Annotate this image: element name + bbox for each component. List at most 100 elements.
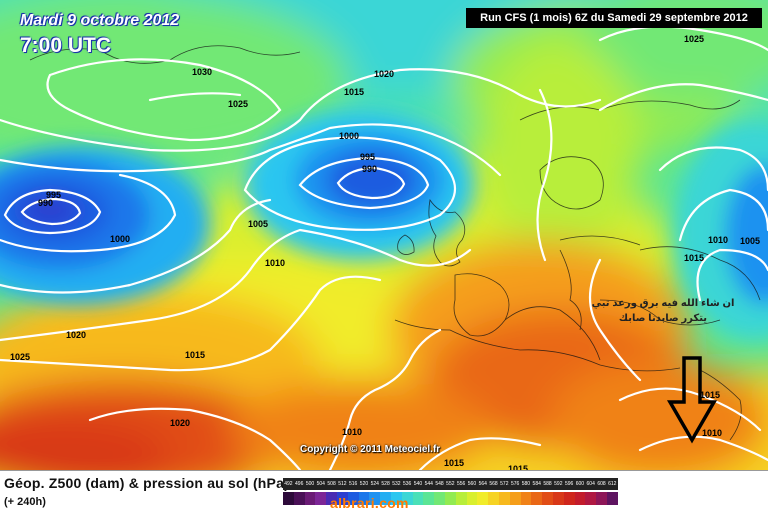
scale-tick-label: 596: [563, 478, 575, 490]
scale-swatch: [412, 492, 424, 505]
scale-tick-label: 536: [401, 478, 413, 490]
scale-swatch: [574, 492, 586, 505]
isobar-label: 1020: [374, 69, 394, 79]
scale-swatch: [531, 492, 543, 505]
scale-tick-label: 580: [520, 478, 532, 490]
scale-swatch: [315, 492, 327, 505]
isobar-label: 1030: [192, 67, 212, 77]
down-arrow-annotation: [666, 356, 718, 444]
scale-tick-label: 568: [488, 478, 499, 490]
scale-swatch: [520, 492, 532, 505]
isobar-label: 995: [360, 152, 375, 162]
scale-swatch: [466, 492, 478, 505]
scale-tick-label: 528: [380, 478, 391, 490]
isobar-label: 1020: [66, 330, 86, 340]
scale-tick-label: 524: [369, 478, 381, 490]
scale-swatch: [509, 492, 521, 505]
scale-swatch: [596, 492, 607, 505]
arabic-annotation: ان شاء الله فيه برق ورعد تبي يتكرر صابدن…: [591, 298, 735, 324]
scale-swatch: [585, 492, 597, 505]
scale-tick-label: 612: [606, 478, 618, 490]
isobar-label: 1015: [508, 464, 528, 470]
scale-tick-label: 576: [509, 478, 521, 490]
watermark: albrari.com: [330, 495, 409, 511]
scale-swatch: [304, 492, 316, 505]
isobar-label: 1010: [342, 427, 362, 437]
scale-tick-label: 500: [304, 478, 316, 490]
scale-tick-label: 608: [596, 478, 607, 490]
weather-map: 1030 1025 1020 1015 1000 995 990 995 990 1000 1005…: [0, 0, 768, 470]
isobar-label: 1015: [344, 87, 364, 97]
isobar-label: 1015: [684, 253, 704, 263]
map-time-title: 7:00 UTC: [20, 34, 112, 57]
isobar-label: 1020: [170, 418, 190, 428]
isobar-label: 1025: [10, 352, 30, 362]
scale-swatch: [423, 492, 435, 505]
isobar-label: 1025: [684, 34, 704, 44]
scale-tick-label: 588: [542, 478, 553, 490]
isobar-label: 1010: [702, 428, 722, 438]
scale-swatch: [293, 492, 305, 505]
scale-tick-label: 540: [412, 478, 424, 490]
scale-swatch: [444, 492, 456, 505]
scale-swatch: [455, 492, 467, 505]
isobar-label: 1005: [740, 236, 760, 246]
scale-swatch: [390, 492, 402, 505]
scale-swatch: [498, 492, 510, 505]
scale-swatch: [358, 492, 370, 505]
scale-swatch: [477, 492, 489, 505]
copyright-notice: Copyright © 2011 Meteociel.fr: [300, 444, 441, 455]
scale-swatch: [606, 492, 618, 505]
scale-tick-label: 604: [585, 478, 597, 490]
scale-tick-label: 532: [390, 478, 402, 490]
isobar-label: 1015: [444, 458, 464, 468]
scale-tick-label: 496: [293, 478, 305, 490]
scale-swatch: [380, 492, 391, 505]
scale-tick-label: 512: [336, 478, 348, 490]
scale-swatch: [326, 492, 337, 505]
scale-tick-label: 516: [347, 478, 359, 490]
scale-tick-label: 492: [283, 478, 294, 490]
scale-tick-label: 584: [531, 478, 543, 490]
map-date-title: Mardi 9 octobre 2012: [20, 12, 180, 29]
isobar-label: 1005: [248, 219, 268, 229]
scale-swatch: [552, 492, 564, 505]
scale-tick-label: 572: [498, 478, 510, 490]
scale-swatch: [283, 492, 294, 505]
isobar-label: 1000: [339, 131, 359, 141]
color-scale-labels: 492 496 500 504 508 512 516 520 524 528 532 536 540 5…: [283, 478, 618, 490]
scale-tick-label: 520: [358, 478, 370, 490]
scale-swatch: [336, 492, 348, 505]
scale-tick-label: 504: [315, 478, 327, 490]
scale-swatch: [347, 492, 359, 505]
bottom-legend-bar: Géop. Z500 (dam) & pression au sol (hPa)…: [0, 470, 768, 513]
isobar-label: 995: [46, 190, 61, 200]
scale-swatch: [488, 492, 499, 505]
isobar-label: 1015: [700, 390, 720, 400]
scale-tick-label: 560: [466, 478, 478, 490]
scale-tick-label: 592: [552, 478, 564, 490]
isobar-label: 990: [38, 198, 53, 208]
isobar-label: 1015: [185, 350, 205, 360]
scale-tick-label: 548: [434, 478, 445, 490]
scale-tick-label: 508: [326, 478, 337, 490]
isobar-label: 1025: [228, 99, 248, 109]
scale-tick-label: 600: [574, 478, 586, 490]
scale-swatch: [369, 492, 381, 505]
scale-tick-label: 544: [423, 478, 435, 490]
map-caption: Géop. Z500 (dam) & pression au sol (hPa): [4, 475, 289, 491]
scale-tick-label: 556: [455, 478, 467, 490]
scale-tick-label: 564: [477, 478, 489, 490]
run-label: Run CFS (1 mois) 6Z du Samedi 29 septemb…: [466, 8, 762, 28]
isobar-label: 1000: [110, 234, 130, 244]
isobar-label: 1010: [708, 235, 728, 245]
isobar-label: 1010: [265, 258, 285, 268]
scale-swatch: [563, 492, 575, 505]
scale-swatch: [542, 492, 553, 505]
scale-swatch: [434, 492, 445, 505]
forecast-hours: (+ 240h): [4, 496, 46, 508]
color-scale: [283, 492, 618, 505]
scale-tick-label: 552: [444, 478, 456, 490]
scale-swatch: [401, 492, 413, 505]
isobar-label: 990: [362, 164, 377, 174]
